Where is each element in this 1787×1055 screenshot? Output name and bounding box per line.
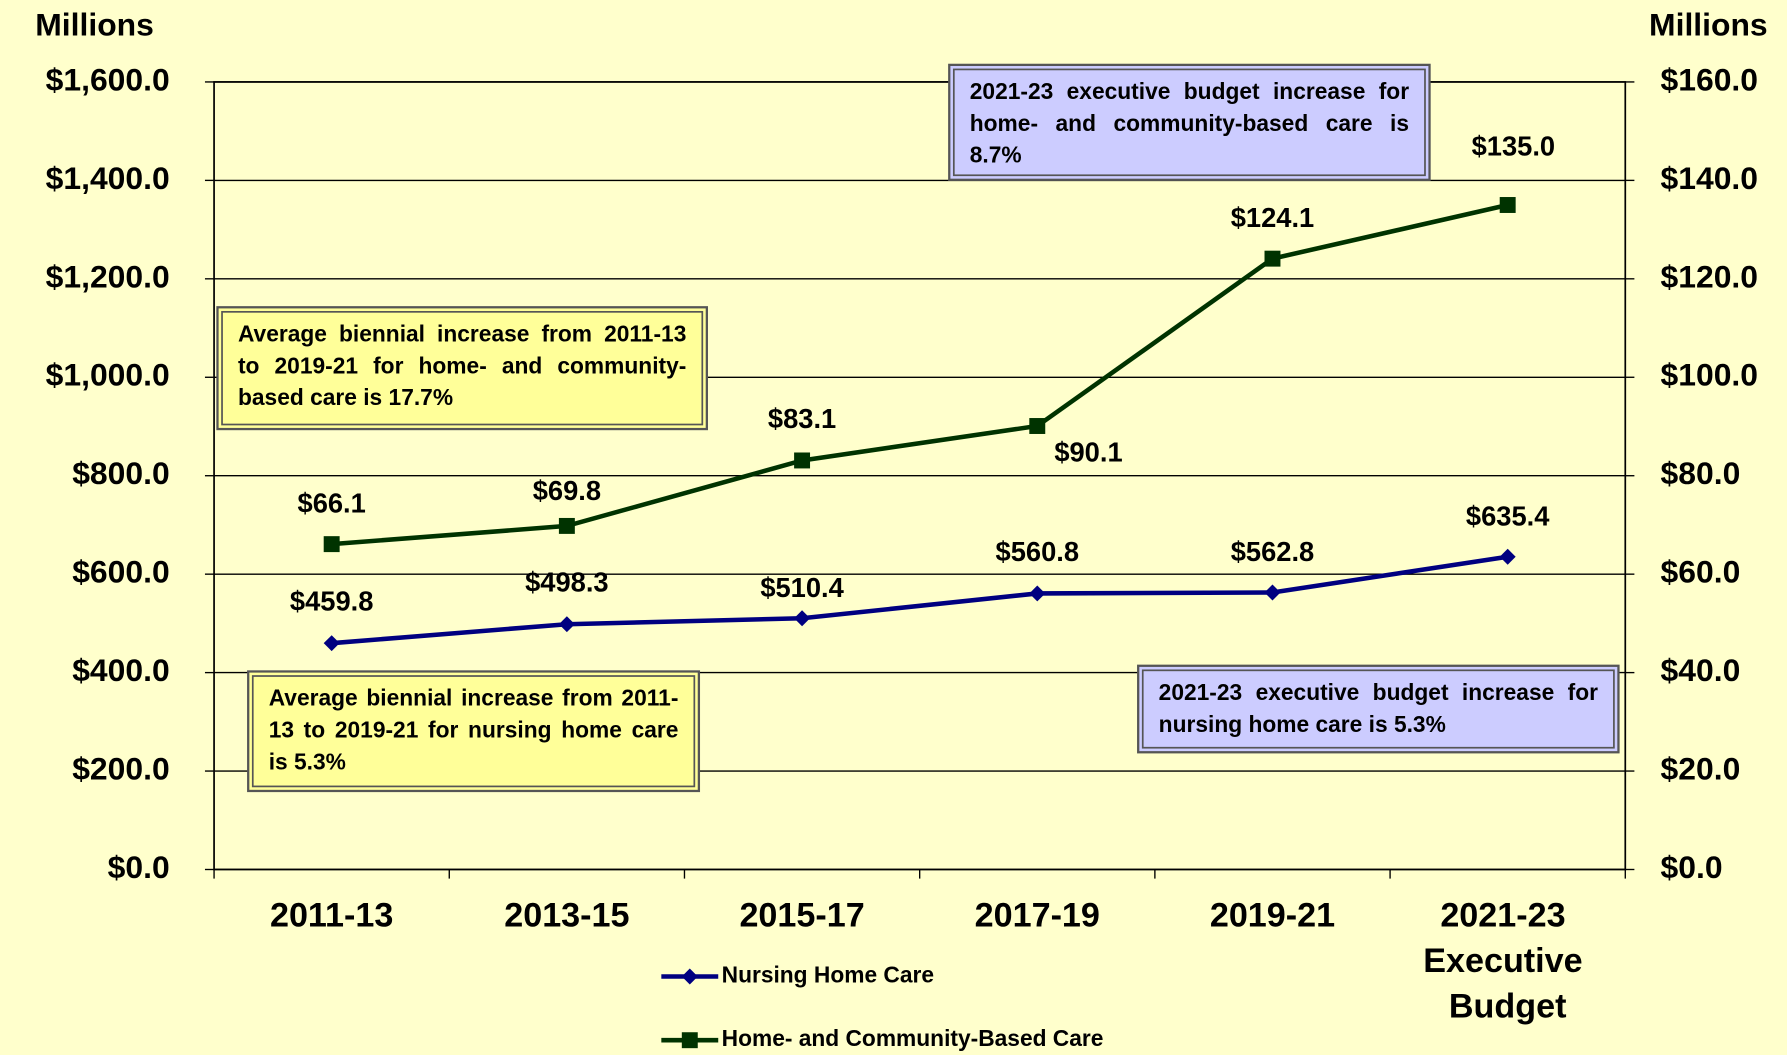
marker bbox=[1029, 585, 1046, 602]
y-tick-label: $1,200.0 bbox=[46, 258, 170, 294]
y2-axis-title: Millions bbox=[1649, 7, 1768, 43]
data-label: $459.8 bbox=[290, 586, 374, 617]
y-tick-label: $200.0 bbox=[72, 750, 169, 786]
data-label: $562.8 bbox=[1231, 536, 1315, 567]
y2-tick-label: $0.0 bbox=[1661, 849, 1723, 885]
data-label: $66.1 bbox=[298, 488, 366, 519]
data-label: $135.0 bbox=[1472, 130, 1555, 161]
annotation: Average biennial increase from 2011-13 t… bbox=[268, 686, 679, 776]
y-tick-label: $0.0 bbox=[108, 849, 170, 885]
y2-tick-label: $100.0 bbox=[1661, 357, 1758, 393]
marker bbox=[558, 616, 575, 633]
annotation-box bbox=[247, 670, 701, 793]
y-tick-label: $800.0 bbox=[72, 455, 169, 491]
x-tick-label: 2013-15 bbox=[504, 896, 629, 934]
data-label: $90.1 bbox=[1054, 437, 1122, 468]
y-axis-title: Millions bbox=[35, 7, 154, 43]
marker bbox=[1264, 250, 1281, 267]
data-label: $510.4 bbox=[760, 572, 844, 603]
annotation: Average biennial increase from 2011-13 t… bbox=[237, 322, 687, 411]
x-tick-label: 2021-23 Executive Budget bbox=[1423, 896, 1592, 1025]
y-tick-label: $1,000.0 bbox=[46, 357, 170, 393]
x-tick-label: 2017-19 bbox=[975, 896, 1100, 934]
marker bbox=[1499, 548, 1516, 565]
annotation: 2021-23 executive budget increase for ho… bbox=[969, 79, 1410, 169]
data-label: $560.8 bbox=[996, 536, 1080, 567]
x-tick-label: 2015-17 bbox=[739, 896, 864, 934]
legend-label: Home- and Community-Based Care bbox=[722, 1025, 1104, 1051]
annotation-text: Average biennial increase from 2011-13 t… bbox=[268, 686, 679, 776]
annotation-text: Average biennial increase from 2011-13 t… bbox=[237, 322, 687, 411]
y-tick-label: $1,400.0 bbox=[46, 160, 170, 196]
annotation-box bbox=[948, 63, 1431, 181]
series-line bbox=[331, 202, 1509, 547]
y2-tick-label: $20.0 bbox=[1661, 750, 1741, 786]
marker bbox=[794, 610, 811, 627]
series-line bbox=[331, 554, 1509, 646]
annotation-box-inner bbox=[1141, 669, 1615, 749]
data-label: $69.8 bbox=[533, 475, 601, 506]
data-label: $635.4 bbox=[1466, 500, 1550, 531]
marker bbox=[323, 536, 340, 553]
y2-tick-label: $160.0 bbox=[1661, 61, 1758, 97]
y2-tick-label: $140.0 bbox=[1661, 160, 1758, 196]
marker bbox=[681, 968, 698, 985]
marker bbox=[558, 517, 575, 534]
data-label: $498.3 bbox=[525, 567, 608, 598]
marker bbox=[1264, 584, 1281, 601]
y-tick-label: $600.0 bbox=[72, 554, 169, 590]
legend-label: Nursing Home Care bbox=[722, 961, 934, 987]
annotation-text: 2021-23 executive budget increase for ho… bbox=[969, 79, 1410, 169]
annotation-box-inner bbox=[251, 675, 696, 788]
annotation-box bbox=[1137, 664, 1620, 754]
y2-tick-label: $40.0 bbox=[1661, 652, 1741, 688]
annotation-text: 2021-23 executive budget increase for nu… bbox=[1158, 680, 1598, 738]
marker bbox=[794, 452, 811, 469]
annotation-box-inner bbox=[221, 310, 704, 426]
y-tick-label: $400.0 bbox=[72, 652, 169, 688]
marker bbox=[1029, 418, 1046, 434]
annotation-box bbox=[216, 306, 708, 431]
annotation: 2021-23 executive budget increase for nu… bbox=[1158, 680, 1598, 738]
data-label: $124.1 bbox=[1231, 202, 1315, 233]
annotation-box-inner bbox=[952, 68, 1426, 177]
y2-tick-label: $120.0 bbox=[1661, 258, 1758, 294]
y2-tick-label: $60.0 bbox=[1661, 554, 1741, 590]
marker bbox=[323, 635, 340, 652]
marker bbox=[681, 1032, 698, 1049]
x-tick-label: 2019-21 bbox=[1210, 896, 1335, 934]
y2-tick-label: $80.0 bbox=[1661, 455, 1741, 491]
y-tick-label: $1,600.0 bbox=[46, 61, 170, 97]
x-tick-label: 2011-13 bbox=[270, 896, 393, 934]
marker bbox=[1499, 197, 1516, 213]
data-label: $83.1 bbox=[768, 403, 836, 434]
